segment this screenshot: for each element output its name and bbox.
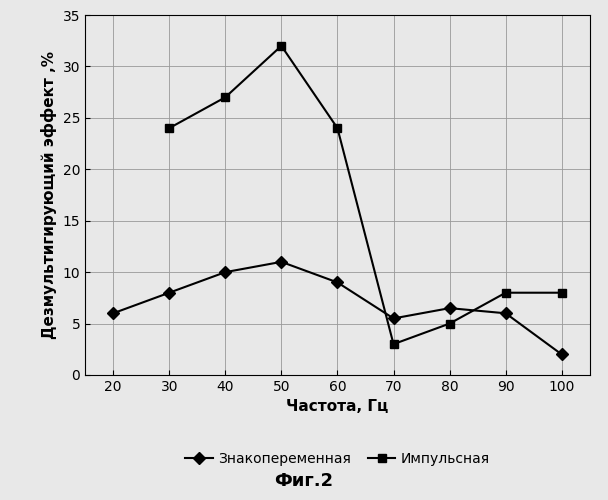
- Знакопеременная: [165, 290, 173, 296]
- X-axis label: Частота, Гц: Частота, Гц: [286, 400, 389, 414]
- Импульсная: [222, 94, 229, 100]
- Знакопеременная: [109, 310, 117, 316]
- Line: Знакопеременная: Знакопеременная: [109, 258, 566, 358]
- Импульсная: [558, 290, 565, 296]
- Знакопеременная: [278, 259, 285, 265]
- Знакопеременная: [558, 352, 565, 358]
- Импульсная: [390, 341, 397, 347]
- Импульсная: [278, 43, 285, 49]
- Знакопеременная: [502, 310, 510, 316]
- Импульсная: [502, 290, 510, 296]
- Знакопеременная: [446, 305, 453, 311]
- Text: Фиг.2: Фиг.2: [274, 472, 334, 490]
- Знакопеременная: [390, 316, 397, 322]
- Line: Импульсная: Импульсная: [165, 42, 566, 348]
- Импульсная: [165, 125, 173, 131]
- Знакопеременная: [222, 269, 229, 275]
- Y-axis label: Дезмультигирующий эффект ,%: Дезмультигирующий эффект ,%: [41, 51, 57, 339]
- Импульсная: [446, 320, 453, 326]
- Legend: Знакопеременная, Импульсная: Знакопеременная, Импульсная: [179, 446, 496, 472]
- Импульсная: [334, 125, 341, 131]
- Знакопеременная: [334, 280, 341, 285]
